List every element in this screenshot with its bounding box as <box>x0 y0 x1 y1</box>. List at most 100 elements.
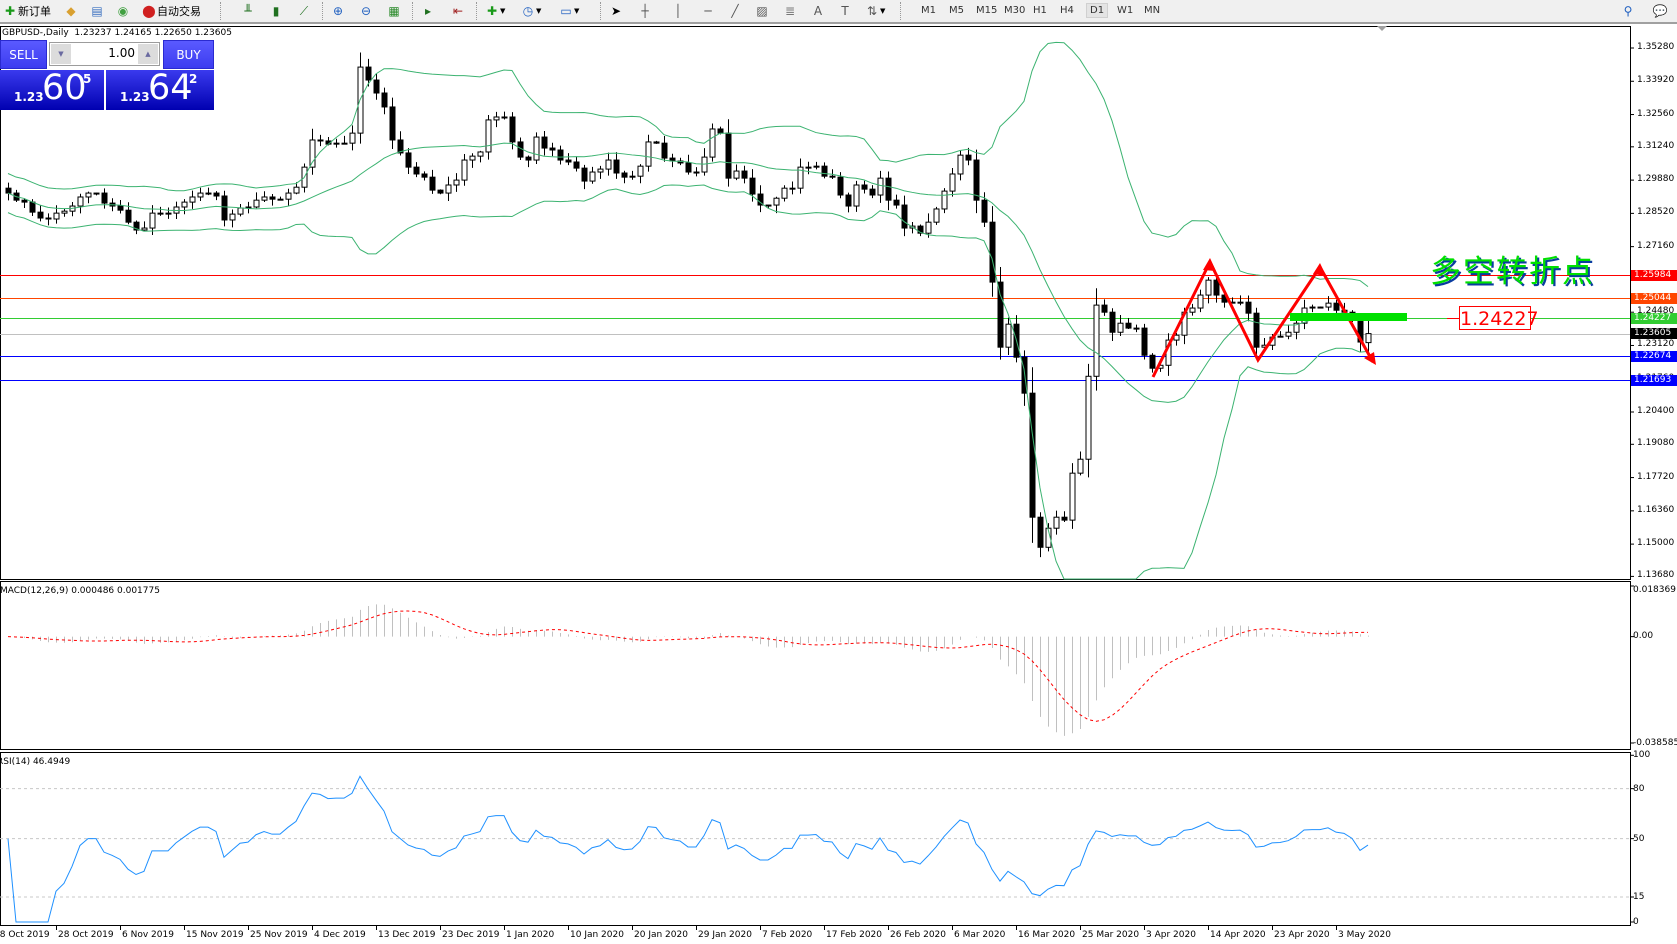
auto-trading-icon: ⬤ <box>142 4 156 18</box>
candle <box>773 196 780 214</box>
data-window-button[interactable]: ▤ <box>89 2 105 20</box>
candle-body-bearish <box>973 159 980 201</box>
sell-price-box[interactable]: 1.23 60 5 <box>0 68 104 110</box>
dropdown-arrow-icon: ▼ <box>500 7 506 15</box>
buy-price-box[interactable]: 1.23 64 2 <box>106 68 214 110</box>
lot-increase-button[interactable]: ▲ <box>138 44 158 64</box>
candle <box>213 191 220 201</box>
candle <box>821 162 828 179</box>
vertical-line-button[interactable]: │ <box>670 2 686 20</box>
timeframe-m30[interactable]: M30 <box>1004 5 1026 16</box>
candle-body-bullish <box>157 212 164 215</box>
candle <box>1237 295 1244 306</box>
candle <box>1045 523 1052 552</box>
candlestick-chart-button[interactable]: ▮ <box>268 2 284 20</box>
macd-histogram <box>16 604 1369 736</box>
candle <box>573 156 580 172</box>
horizontal-line-button[interactable]: ─ <box>700 2 716 20</box>
level-price-label: 1.24227 <box>1459 306 1539 330</box>
indicators-button[interactable]: ✚ ▼ <box>484 2 505 20</box>
timeframe-h4[interactable]: H4 <box>1060 5 1074 16</box>
arrows-button[interactable]: ⇅ ▼ <box>864 2 885 20</box>
bar-chart-button[interactable]: ╨ <box>240 2 256 20</box>
bollinger-lower-band <box>7 184 1369 580</box>
candle <box>333 138 340 148</box>
chart-header: GBPUSD-,Daily 1.23237 1.24165 1.22650 1.… <box>2 28 232 38</box>
auto-scroll-button[interactable]: ▸ <box>420 2 436 20</box>
candle <box>101 188 108 209</box>
candle-body-bearish <box>1037 516 1044 548</box>
candle <box>1133 324 1140 333</box>
candle-body-bullish <box>933 208 940 223</box>
auto-scroll-icon: ▸ <box>424 4 432 18</box>
crosshair-button[interactable]: ┼ <box>637 2 653 20</box>
text-label-button[interactable]: T <box>837 2 853 20</box>
candle <box>693 167 700 177</box>
candle-body-bullish <box>853 184 860 207</box>
trendline-icon: ╱ <box>731 4 739 18</box>
timeframe-mn[interactable]: MN <box>1144 5 1161 16</box>
buy-button[interactable]: BUY <box>163 40 214 69</box>
candle-body-bullish <box>189 196 196 203</box>
lot-size-input[interactable]: 1.00 <box>108 46 135 60</box>
macd-axis-label: 0.018369 <box>1633 585 1676 595</box>
timeframe-m15[interactable]: M15 <box>976 5 998 16</box>
toolbar: ✚ 新订单 ◆ ▤ ◉ ⬤ 自动交易 ╨ ▮ ⟋ ⊕ ⊖ ▦ ▸ ⇤ ✚ ▼ ◷ ▼… <box>0 0 1677 24</box>
trendline-button[interactable]: ╱ <box>727 2 743 20</box>
candle-body-bullish <box>637 165 644 177</box>
timeframe-d1[interactable]: D1 <box>1086 3 1109 18</box>
candle <box>1245 295 1252 322</box>
lot-decrease-button[interactable]: ▼ <box>51 44 71 64</box>
candle <box>869 185 876 199</box>
price-axis-label: 1.13680 <box>1637 570 1675 581</box>
candle-body-bearish <box>45 217 52 220</box>
chart-shift-button[interactable]: ⇤ <box>450 2 466 20</box>
cursor-button[interactable]: ➤ <box>608 2 624 20</box>
timeframe-h1[interactable]: H1 <box>1033 5 1047 16</box>
timeframe-m1[interactable]: M1 <box>921 5 936 16</box>
candle <box>149 205 156 235</box>
lot-size-stepper[interactable]: ▼ 1.00 ▲ <box>49 42 160 66</box>
periods-button[interactable]: ◷ ▼ <box>520 2 542 20</box>
time-axis-label: 3 May 2020 <box>1338 930 1391 940</box>
tile-icon: ▦ <box>388 4 400 18</box>
market-watch-button[interactable]: ◆ <box>63 2 79 20</box>
time-axis-label: 1 Jan 2020 <box>506 930 555 940</box>
timeframe-m5[interactable]: M5 <box>949 5 964 16</box>
data-window-icon: ▤ <box>91 4 103 18</box>
zoom-out-button[interactable]: ⊖ <box>358 2 374 20</box>
auto-trading-button[interactable]: ⬤ 自动交易 <box>141 2 201 20</box>
candle <box>1189 303 1196 316</box>
search-button[interactable]: ⚲ <box>1620 2 1636 20</box>
candle-body-bearish <box>549 147 556 151</box>
candle <box>509 112 516 150</box>
candle-body-bullish <box>85 192 92 198</box>
fibonacci-button[interactable]: ≣ <box>782 2 798 20</box>
timeframe-w1[interactable]: W1 <box>1117 5 1134 16</box>
templates-button[interactable]: ▭ ▼ <box>558 2 579 20</box>
time-axis-label: 15 Nov 2019 <box>186 930 244 940</box>
line-chart-button[interactable]: ⟋ <box>296 2 312 20</box>
text-button[interactable]: A <box>810 2 826 20</box>
macd-signal-line <box>7 610 1369 722</box>
new-order-button[interactable]: ✚ 新订单 <box>2 2 51 20</box>
equidistant-channel-button[interactable]: ▨ <box>754 2 770 20</box>
price-axis-label: 1.16360 <box>1637 504 1675 515</box>
macd-panel-frame <box>0 581 1631 750</box>
candle-body-bullish <box>149 212 156 229</box>
candle-body-bullish <box>789 187 796 190</box>
sell-button[interactable]: SELL <box>0 40 47 69</box>
candle <box>685 154 692 175</box>
toolbar-separator <box>600 2 603 20</box>
price-axis-label: 1.15000 <box>1637 538 1675 549</box>
chat-button[interactable]: 💬 <box>1652 2 1668 20</box>
candle <box>493 111 500 128</box>
tile-windows-button[interactable]: ▦ <box>386 2 402 20</box>
price-line-label: 1.25044 <box>1631 292 1677 304</box>
zoom-in-icon: ⊕ <box>332 4 344 18</box>
navigator-button[interactable]: ◉ <box>115 2 131 20</box>
macd-label: MACD(12,26,9) 0.000486 0.001775 <box>0 586 160 596</box>
candle-body-bullish <box>285 192 292 200</box>
zoom-in-button[interactable]: ⊕ <box>330 2 346 20</box>
